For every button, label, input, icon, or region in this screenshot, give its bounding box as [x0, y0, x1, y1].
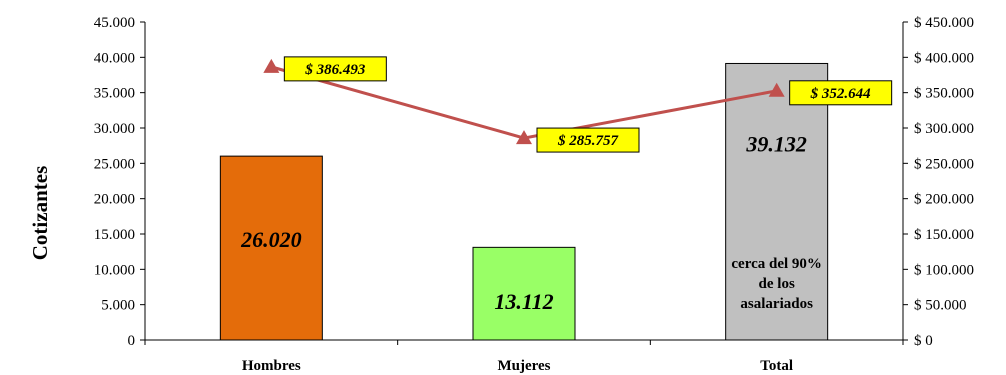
annotation-line: cerca del 90% [731, 256, 822, 272]
y2-tick-label: $ 400.000 [914, 50, 974, 66]
line-value-label: $ 285.757 [557, 133, 619, 149]
bar-value-label: 13.112 [494, 289, 553, 314]
y-axis-title: Cotizantes [28, 166, 52, 260]
y2-tick-label: $ 0 [914, 333, 933, 349]
bar [725, 62, 829, 341]
y2-tick-label: $ 150.000 [914, 227, 974, 243]
y2-tick-label: $ 100.000 [914, 262, 974, 278]
line-marker-triangle [516, 130, 532, 145]
bars [219, 62, 829, 341]
annotation-line: de los [759, 276, 795, 292]
line-value-box [536, 127, 640, 153]
bar [219, 155, 323, 341]
salary-line [263, 58, 785, 145]
annotation-line: asalariados [740, 296, 813, 312]
y-tick-label: 10.000 [94, 262, 135, 278]
y2-tick-label: $ 250.000 [914, 156, 974, 172]
y2-tick-label: $ 450.000 [914, 15, 974, 31]
data-labels: 26.020 13.112 39.132 cerca del 90% de los asa… [240, 56, 893, 314]
line-value-label: $ 386.493 [304, 62, 366, 78]
line-marker-triangle [768, 82, 785, 97]
x-tick-label: Total [760, 358, 793, 374]
line-value-box [283, 56, 387, 82]
line-marker-triangle [263, 58, 280, 73]
y-tick-label: 30.000 [94, 121, 135, 137]
y2-tick-label: $ 200.000 [914, 192, 974, 208]
x-tick-label: Mujeres [497, 358, 550, 374]
y-tick-label: 45.000 [94, 15, 135, 31]
y-axis-left: 0 5.000 10.000 15.000 20.000 25.000 30.000 35.0… [94, 15, 146, 349]
y2-tick-label: $ 350.000 [914, 86, 974, 102]
bar [472, 246, 576, 341]
y-tick-label: 25.000 [94, 156, 135, 172]
line-value-label: $ 352.644 [810, 86, 872, 102]
y-axis-right: $ 0 $ 50.000 $ 100.000 $ 150.000 $ 200.000 $ … [902, 15, 974, 349]
bar-value-label: 26.020 [240, 227, 302, 252]
x-axis: Hombres Mujeres Total [144, 339, 904, 374]
y-tick-label: 20.000 [94, 192, 135, 208]
y2-tick-label: $ 50.000 [914, 298, 967, 314]
y-tick-label: 40.000 [94, 50, 135, 66]
x-tick-label: Hombres [242, 358, 301, 374]
y-tick-label: 5.000 [101, 298, 135, 314]
bar-value-label: 39.132 [745, 132, 807, 157]
y2-tick-label: $ 300.000 [914, 121, 974, 137]
y-tick-label: 0 [128, 333, 136, 349]
y-tick-label: 15.000 [94, 227, 135, 243]
line-value-box [789, 80, 893, 106]
y-tick-label: 35.000 [94, 86, 135, 102]
